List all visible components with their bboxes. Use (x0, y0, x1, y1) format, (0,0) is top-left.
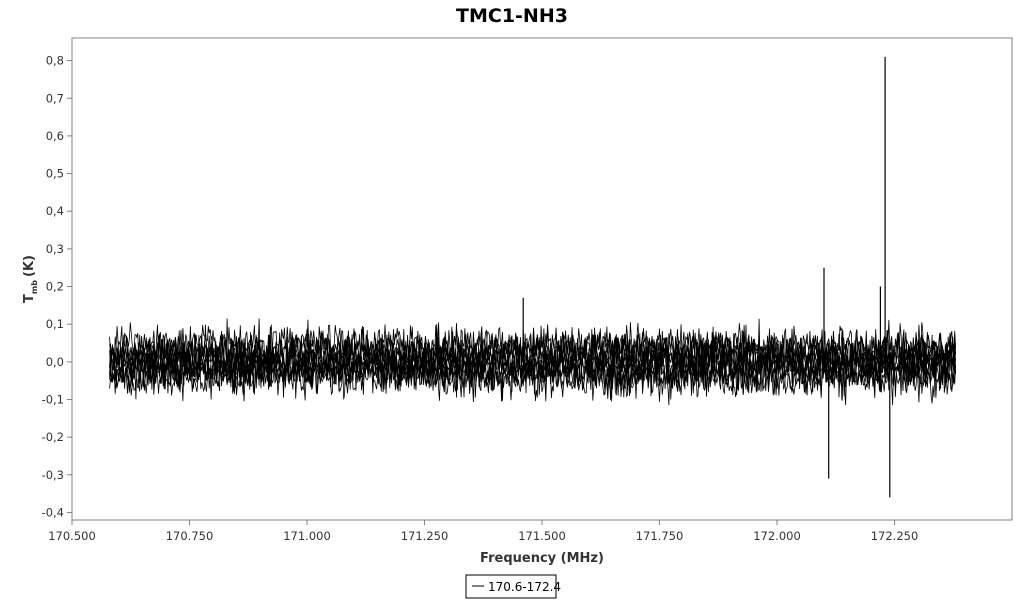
series-trace (109, 322, 956, 376)
y-tick-label: -0,2 (42, 430, 64, 444)
y-axis-label-sub: mb (30, 280, 39, 294)
x-axis-label: Frequency (MHz) (480, 551, 604, 566)
y-axis-label: Tmb (K) (22, 255, 39, 303)
y-tick-label: 0,3 (46, 242, 64, 256)
y-tick-label: 0,5 (46, 167, 64, 181)
y-tick-label: 0,2 (46, 280, 64, 294)
y-tick-label: 0,8 (46, 54, 64, 68)
y-axis: -0,4 -0,3 -0,2 -0,1 0,0 0,1 0,2 0,3 0,4 0,5 0,6 0,7… (42, 54, 72, 519)
x-tick-label: 172.250 (871, 529, 919, 543)
y-tick-label: 0,1 (46, 317, 64, 331)
y-tick-label: 0,7 (46, 91, 64, 105)
x-tick-label: 171.750 (636, 529, 684, 543)
plot-area (71, 37, 1013, 521)
chart-title: TMC1-NH3 (456, 5, 568, 27)
series-170-6-172-4 (109, 56, 956, 498)
x-tick-label: 170.500 (48, 529, 96, 543)
y-axis-label-main: T (22, 294, 37, 303)
y-tick-label: 0,0 (46, 355, 64, 369)
y-axis-label-unit: (K) (22, 255, 37, 277)
legend-box (465, 574, 557, 599)
y-tick-label: -0,4 (42, 505, 64, 519)
y-tick-label: 0,6 (46, 129, 64, 143)
legend: 170.6-172.4 (465, 574, 561, 599)
series-trace (109, 337, 956, 390)
x-tick-label: 170.750 (166, 529, 214, 543)
x-tick-label: 171.500 (518, 529, 566, 543)
legend-label: 170.6-172.4 (488, 580, 561, 594)
y-tick-label: -0,3 (42, 468, 64, 482)
x-tick-label: 172.000 (753, 529, 801, 543)
series-trace (109, 318, 956, 372)
y-tick-label: -0,1 (42, 393, 64, 407)
x-tick-label: 171.250 (401, 529, 449, 543)
y-tick-label: 0,4 (46, 204, 64, 218)
x-axis: 170.500 170.750 171.000 171.250 171.500 171.7… (48, 520, 918, 543)
x-tick-label: 171.000 (283, 529, 331, 543)
svg-text:Tmb(K): Tmb (K) (22, 255, 39, 303)
